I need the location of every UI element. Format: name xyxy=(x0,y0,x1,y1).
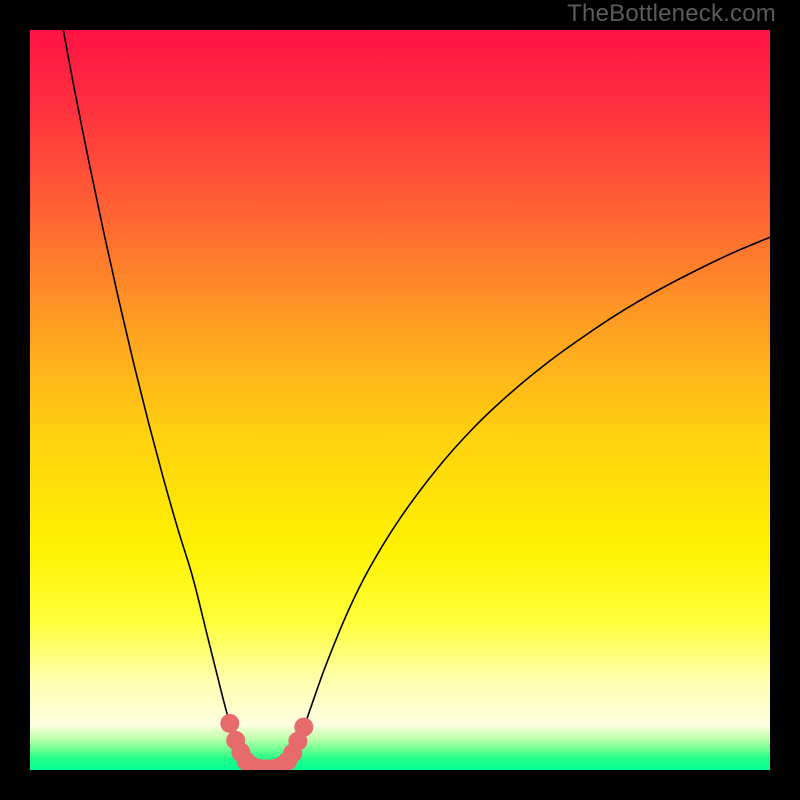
chart-root: TheBottleneck.com xyxy=(0,0,800,800)
marker-dot xyxy=(220,714,239,733)
marker-dot xyxy=(294,718,313,737)
bottleneck-curve-chart xyxy=(0,0,800,800)
watermark-text: TheBottleneck.com xyxy=(567,0,776,28)
plot-background-gradient xyxy=(30,30,770,770)
